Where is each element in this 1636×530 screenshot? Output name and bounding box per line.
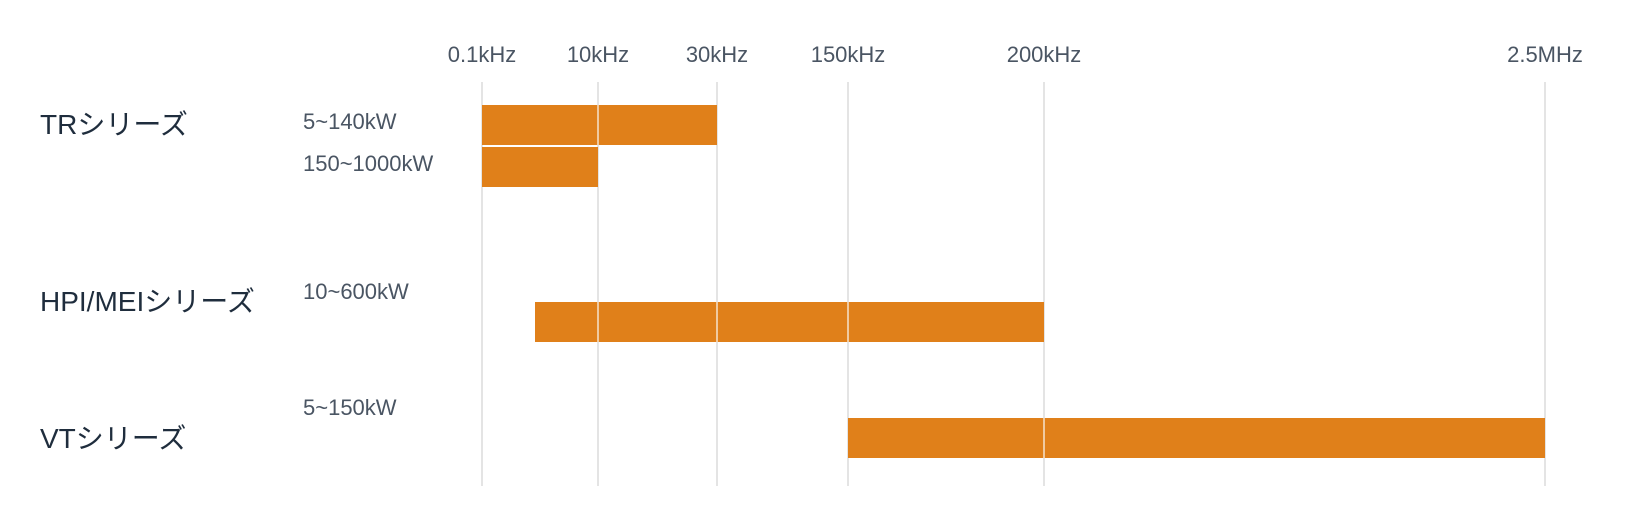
power-label: 5~150kW bbox=[303, 395, 397, 420]
power-label: 10~600kW bbox=[303, 279, 409, 304]
power-label: 150~1000kW bbox=[303, 151, 433, 176]
divider-layer bbox=[597, 105, 1045, 458]
tick-label: 200kHz bbox=[1007, 42, 1082, 67]
range-bar bbox=[482, 105, 717, 145]
series-label: VTシリーズ bbox=[40, 423, 186, 454]
range-bar bbox=[482, 147, 598, 187]
power-label: 5~140kW bbox=[303, 109, 397, 134]
range-bar bbox=[848, 418, 1545, 458]
text-layer: 0.1kHz 10kHz 30kHz 150kHz 200kHz 2.5MHz TRシリーズ… bbox=[40, 42, 1583, 454]
bar-layer bbox=[482, 105, 1545, 458]
tick-label: 2.5MHz bbox=[1507, 42, 1583, 67]
tick-label: 10kHz bbox=[567, 42, 629, 67]
range-bar bbox=[535, 302, 1044, 342]
tick-label: 30kHz bbox=[686, 42, 748, 67]
tick-label: 150kHz bbox=[811, 42, 886, 67]
tick-label: 0.1kHz bbox=[448, 42, 516, 67]
series-label: TRシリーズ bbox=[40, 109, 188, 140]
series-label: HPI/MEIシリーズ bbox=[40, 286, 255, 317]
